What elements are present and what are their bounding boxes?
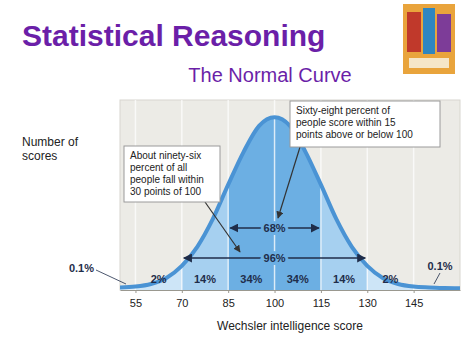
callout-text: people score within 15 xyxy=(296,117,396,128)
region-area xyxy=(228,117,274,290)
callout-text: points above or below 100 xyxy=(296,129,413,140)
x-axis-title: Wechsler intelligence score xyxy=(217,319,363,333)
tick-label: 85 xyxy=(223,297,235,309)
callout-box xyxy=(124,146,220,202)
tick-mark xyxy=(182,290,183,293)
region-label: 14% xyxy=(333,273,355,285)
tick: 55 xyxy=(130,290,142,309)
callout-text: Sixty-eight percent of xyxy=(296,105,390,116)
region-label: 34% xyxy=(287,273,309,285)
region-area xyxy=(182,117,228,290)
region-label: 14% xyxy=(194,273,216,285)
tick: 115 xyxy=(313,290,331,309)
tick-mark xyxy=(367,290,368,293)
region-label: 0.1% xyxy=(69,262,94,274)
span-label: 96% xyxy=(264,252,286,264)
plot-area xyxy=(120,100,460,290)
tick-label: 115 xyxy=(313,297,331,309)
callout: About ninety-sixpercent of allpeople fal… xyxy=(124,146,240,252)
tick-label: 130 xyxy=(359,297,377,309)
spans: 68% 96% xyxy=(184,222,365,264)
region-area xyxy=(135,117,181,290)
leader-line xyxy=(96,270,126,284)
subtitle: The Normal Curve xyxy=(188,64,351,86)
callout-text: About ninety-six xyxy=(130,150,201,161)
chart: Statistical Reasoning The Normal Curve 55 7… xyxy=(0,0,474,355)
callout-box xyxy=(290,101,440,147)
plot-background xyxy=(120,100,460,290)
tick-label: 55 xyxy=(130,297,142,309)
tick: 70 xyxy=(176,290,188,309)
book-cover xyxy=(403,4,455,74)
region-area xyxy=(120,117,135,290)
tick-mark xyxy=(135,290,136,293)
tick-mark xyxy=(414,290,415,293)
tick-label: 145 xyxy=(405,297,423,309)
axis-line xyxy=(121,290,461,291)
tick: 130 xyxy=(359,290,377,309)
region-label: 0.1% xyxy=(427,260,452,272)
tick-mark xyxy=(228,290,229,293)
region-labels: 0.1% 2% 14% 34% 34% 14% 2% 0.1% xyxy=(69,260,453,285)
callout-text: 30 points of 100 xyxy=(130,186,202,197)
callout-arrow xyxy=(205,202,240,252)
callout-text: percent of all xyxy=(130,162,187,173)
tick: 85 xyxy=(223,290,235,309)
span-label: 68% xyxy=(264,222,286,234)
region-label: 34% xyxy=(240,273,262,285)
callout-arrow xyxy=(278,147,300,218)
region-label: 2% xyxy=(151,273,167,285)
tick-label: 100 xyxy=(266,297,284,309)
x-axis: 55 70 85 100 115 130 145 xyxy=(121,290,461,309)
tick-mark xyxy=(275,290,276,293)
annotations: Sixty-eight percent ofpeople score withi… xyxy=(124,101,440,252)
y-axis-title: Number ofscores xyxy=(22,135,79,163)
tick: 145 xyxy=(405,290,423,309)
region-label: 2% xyxy=(383,273,399,285)
leader-line xyxy=(434,273,440,284)
callout: Sixty-eight percent ofpeople score withi… xyxy=(278,101,440,218)
title: Statistical Reasoning xyxy=(22,19,325,52)
grid-line xyxy=(227,100,229,290)
tick-label: 70 xyxy=(176,297,188,309)
tick-mark xyxy=(321,290,322,293)
tick: 100 xyxy=(266,290,284,309)
callout-text: people fall within xyxy=(130,174,204,185)
